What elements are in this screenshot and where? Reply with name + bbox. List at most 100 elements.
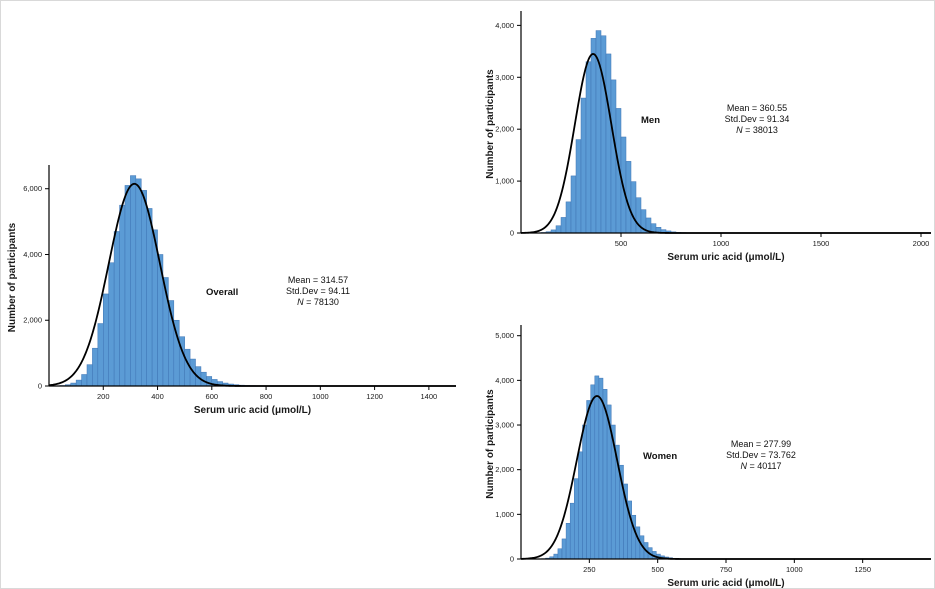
histogram-bar <box>594 375 600 560</box>
y-axis-title: Number of participants <box>485 69 496 179</box>
histogram-bar <box>600 35 607 234</box>
x-tick-label: 750 <box>720 565 733 574</box>
y-tick-label: 2,000 <box>23 316 42 325</box>
chart-men: 0 1,000 2,000 3,000 4,000 500 1000 1500 2000 Seru… <box>481 3 934 265</box>
histogram-bar <box>141 190 147 387</box>
x-tick-label: 600 <box>206 392 219 401</box>
chart-overall: 0 2,000 4,000 6,000 200 400 600 800 1000 1200 1400… <box>1 151 471 431</box>
x-tick-label: 2000 <box>913 239 930 248</box>
y-tick-label: 3,000 <box>495 73 514 82</box>
stat-n-symbol: N <box>736 125 743 135</box>
histogram-bar <box>578 451 583 560</box>
stat-n: N = 40117 <box>706 461 816 472</box>
y-tick-label: 4,000 <box>495 376 514 385</box>
y-tick-label: 0 <box>38 382 42 391</box>
stats-men: Mean = 360.55 Std.Dev = 91.34 N = 38013 <box>702 103 812 136</box>
histogram-bar <box>560 217 567 234</box>
histogram-bar <box>86 364 93 387</box>
stat-n-value: = 78130 <box>303 297 339 307</box>
histogram-bar <box>146 208 153 387</box>
plot-women: 0 1,000 2,000 3,000 4,000 5,000 250 500 750 1000 1… <box>485 325 931 589</box>
histogram-bar <box>108 262 115 387</box>
x-tick-label: 800 <box>260 392 273 401</box>
y-axis-title: Number of participants <box>485 389 496 499</box>
stat-sd: Std.Dev = 94.11 <box>285 286 351 296</box>
stat-n: N = 38013 <box>702 125 812 136</box>
stat-n-symbol: N <box>297 297 304 307</box>
histogram-bar <box>630 181 637 234</box>
x-tick-label: 1000 <box>786 565 803 574</box>
x-tick-label: 1500 <box>813 239 830 248</box>
stat-mean: Mean = 277.99 <box>730 439 792 449</box>
histogram-bar <box>582 424 587 560</box>
x-tick-label: 400 <box>151 392 164 401</box>
histogram-bar <box>590 384 596 560</box>
group-label-overall: Overall <box>206 287 239 298</box>
x-axis-title: Serum uric acid (μmol/L) <box>667 578 784 589</box>
y-tick-label: 2,000 <box>495 125 514 134</box>
x-axis-title: Serum uric acid (μmol/L) <box>194 405 311 416</box>
x-axis-title: Serum uric acid (μmol/L) <box>667 252 784 263</box>
stat-sd: Std.Dev = 73.762 <box>726 450 796 460</box>
stat-n-symbol: N <box>740 461 747 471</box>
group-label-women: Women <box>643 451 678 462</box>
stats-overall: Mean = 314.57 Std.Dev = 94.11 N = 78130 <box>263 275 373 308</box>
group-label-men: Men <box>641 115 660 126</box>
histogram-bar <box>124 185 131 387</box>
y-tick-label: 1,000 <box>495 510 514 519</box>
x-tick-label: 200 <box>97 392 110 401</box>
histogram-bar <box>585 61 592 234</box>
histogram-bar <box>575 139 582 234</box>
histogram-bar <box>580 97 587 234</box>
histogram-bar <box>635 526 641 560</box>
y-tick-label: 3,000 <box>495 421 514 430</box>
histogram-bar <box>605 53 612 234</box>
histogram-bar <box>81 374 88 387</box>
histogram-bar <box>555 225 562 234</box>
x-tick-label: 1250 <box>854 565 871 574</box>
histogram-bar <box>565 201 572 234</box>
y-tick-label: 0 <box>510 555 514 564</box>
y-tick-label: 0 <box>510 229 514 238</box>
histogram-bar <box>135 178 142 387</box>
chart-women: 0 1,000 2,000 3,000 4,000 5,000 250 500 750 1000 1… <box>481 301 934 589</box>
plot-men: 0 1,000 2,000 3,000 4,000 500 1000 1500 2000 Seru… <box>485 11 931 263</box>
x-tick-label: 1400 <box>421 392 438 401</box>
stat-n-value: = 38013 <box>742 125 778 135</box>
histogram-bar <box>113 231 120 387</box>
stats-women: Mean = 277.99 Std.Dev = 73.762 N = 40117 <box>706 439 816 472</box>
y-tick-label: 6,000 <box>23 184 42 193</box>
histogram-bar <box>92 347 99 387</box>
x-tick-label: 1000 <box>713 239 730 248</box>
histogram-bar <box>586 400 591 560</box>
histogram-bar <box>590 38 597 234</box>
histogram-bar <box>151 229 158 387</box>
histogram-bar <box>103 293 109 387</box>
histogram-bar <box>97 323 104 387</box>
histogram-bar <box>553 553 559 560</box>
y-tick-label: 1,000 <box>495 177 514 186</box>
histogram-bar <box>598 377 604 560</box>
y-tick-label: 2,000 <box>495 465 514 474</box>
histogram-bar <box>570 175 577 234</box>
histogram-bar <box>565 523 571 560</box>
stat-n-value: = 40117 <box>746 461 782 471</box>
histogram-bar <box>561 538 567 560</box>
x-tick-label: 250 <box>583 565 596 574</box>
x-tick-label: 1000 <box>312 392 329 401</box>
x-tick-label: 500 <box>651 565 664 574</box>
y-tick-label: 4,000 <box>23 250 42 259</box>
histogram-bar <box>610 79 617 234</box>
x-tick-label: 1200 <box>366 392 383 401</box>
histogram-bar <box>569 502 575 560</box>
stat-mean: Mean = 360.55 <box>726 103 788 113</box>
histogram-bar <box>119 204 126 387</box>
stat-sd: Std.Dev = 91.34 <box>724 114 790 124</box>
histogram-bar <box>75 379 82 387</box>
x-tick-label: 500 <box>615 239 628 248</box>
histogram-bar <box>130 175 137 387</box>
plot-overall: 0 2,000 4,000 6,000 200 400 600 800 1000 1200 1400… <box>7 165 456 416</box>
histogram-bar <box>574 478 579 560</box>
histogram-bar <box>557 548 563 560</box>
